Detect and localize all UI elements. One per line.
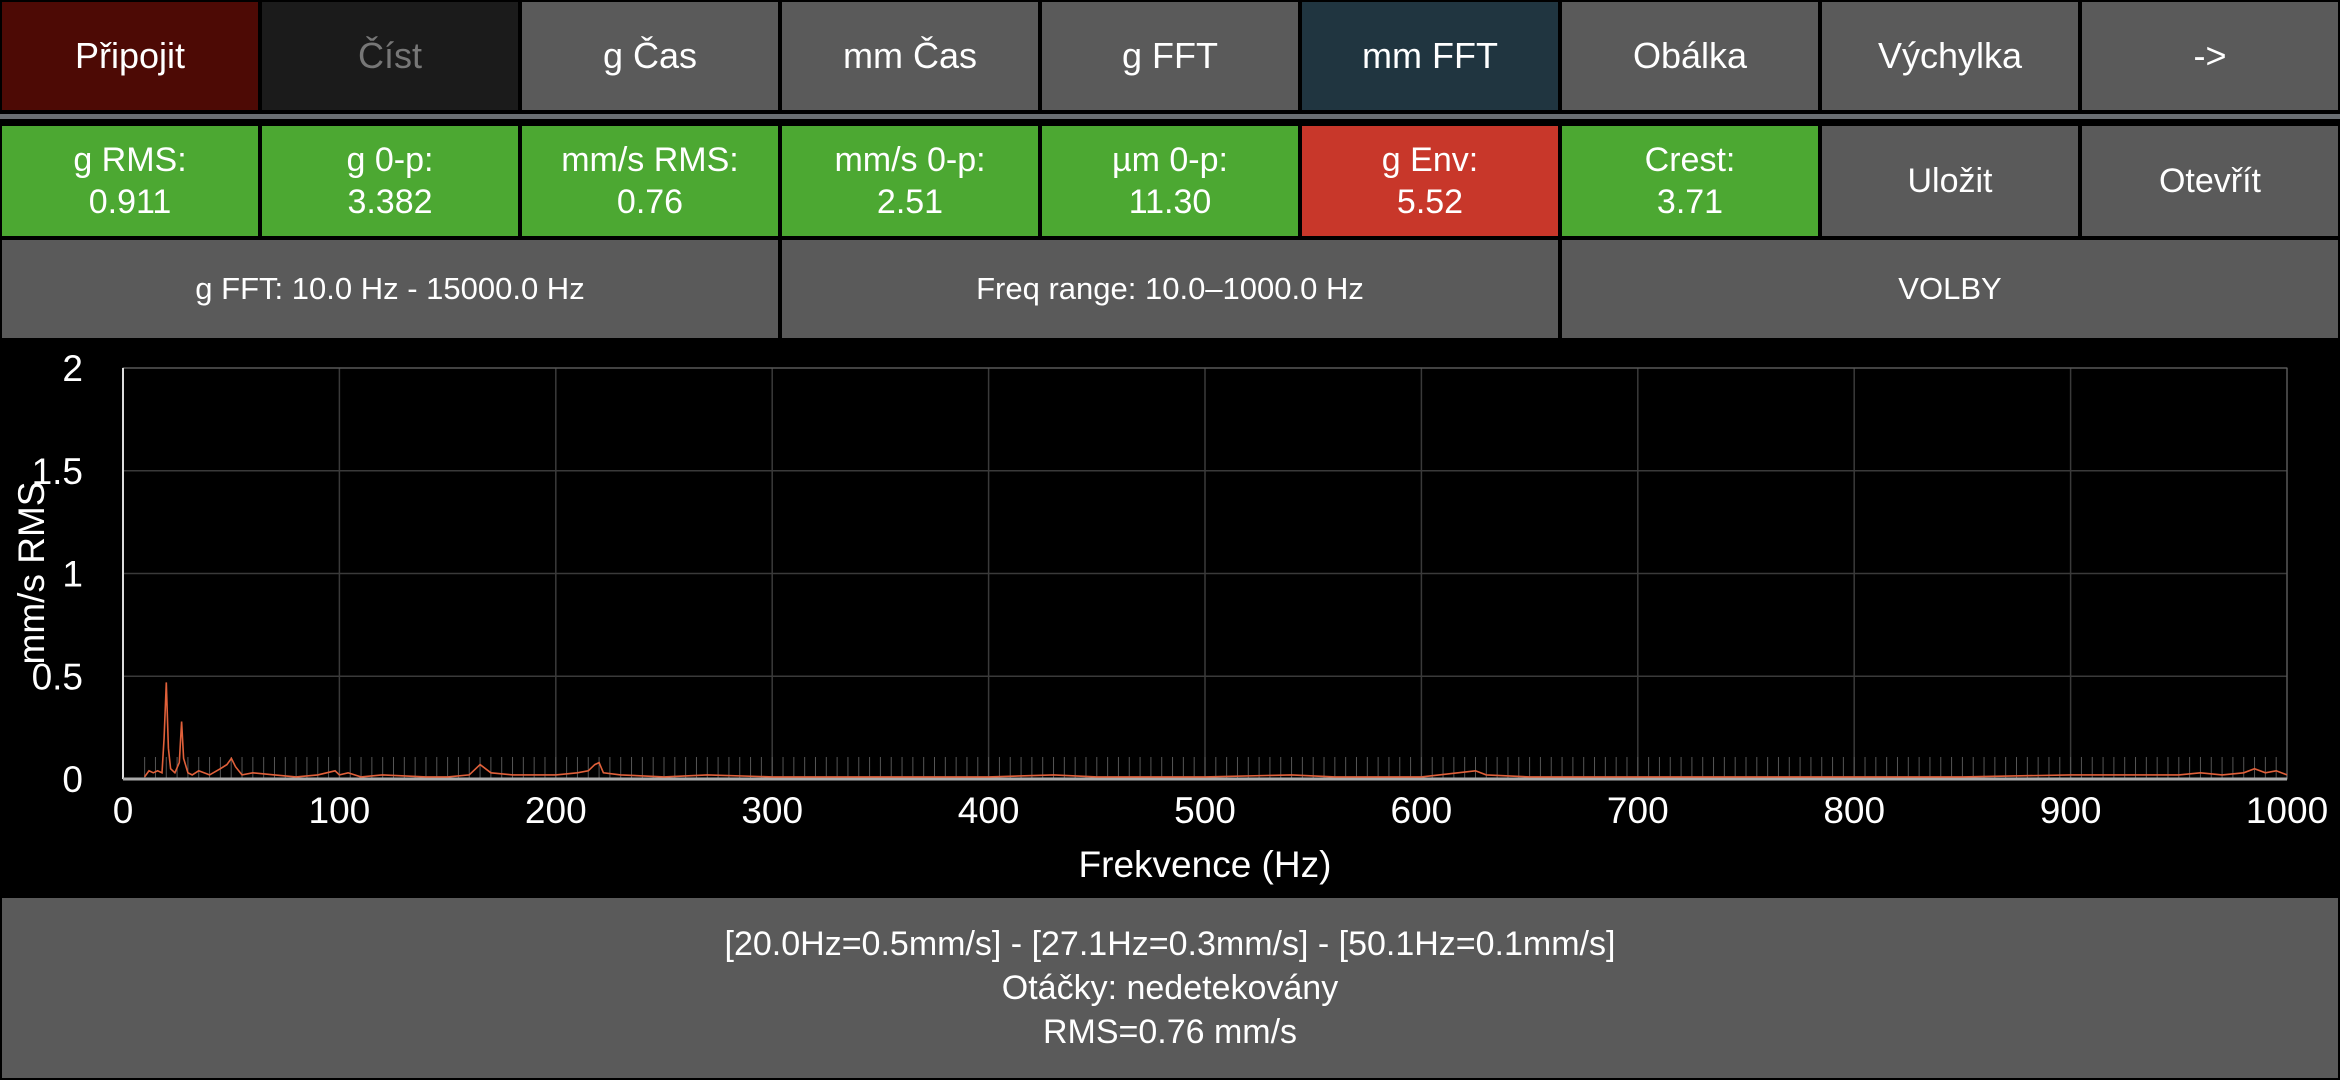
save-button[interactable]: Uložit: [1820, 124, 2080, 238]
x-tick-label: 1000: [2246, 790, 2328, 831]
g-fft-range-button[interactable]: g FFT: 10.0 Hz - 15000.0 Hz: [0, 238, 780, 340]
x-tick-labels: 0 100 200 300 400 500 600 700 800 900 1000: [113, 790, 2328, 831]
metrics-row: g RMS: 0.911 g 0-p: 3.382 mm/s RMS: 0.76 mm…: [0, 124, 2340, 238]
next-button[interactable]: ->: [2080, 0, 2340, 112]
x-tick-label: 200: [525, 790, 587, 831]
divider: [0, 114, 2340, 119]
metric-value: 3.382: [347, 183, 433, 221]
y-tick-label: 2: [62, 348, 83, 389]
rpm-status: Otáčky: nedetekovány: [1001, 969, 1339, 1007]
y-tick-labels: 0 0.5 1 1.5 2: [32, 348, 83, 800]
metric-um-0p: µm 0-p: 11.30: [1040, 124, 1300, 238]
rms-value: RMS=0.76 mm/s: [1042, 1013, 1298, 1051]
options-button[interactable]: VOLBY: [1560, 238, 2340, 340]
metric-mms-rms: mm/s RMS: 0.76: [520, 124, 780, 238]
x-tick-label: 700: [1607, 790, 1669, 831]
metric-value: 0.911: [88, 183, 172, 221]
tab-displacement[interactable]: Výchylka: [1820, 0, 2080, 112]
x-tick-label: 0: [113, 790, 134, 831]
fft-chart: 0 100 200 300 400 500 600 700 800 900 1000 0 0.5 1 1.…: [11, 348, 2328, 885]
top-navigation: Připojit Číst g Čas mm Čas g FFT mm FFT …: [0, 0, 2340, 112]
freq-range-button[interactable]: Freq range: 10.0–1000.0 Hz: [780, 238, 1560, 340]
metric-label: g RMS:: [73, 141, 187, 179]
metric-g-rms: g RMS: 0.911: [0, 124, 260, 238]
metric-label: µm 0-p:: [1112, 141, 1228, 179]
metric-crest: Crest: 3.71: [1560, 124, 1820, 238]
tab-g-fft[interactable]: g FFT: [1040, 0, 1300, 112]
y-tick-label: 1: [62, 554, 83, 595]
summary-panel: [20.0Hz=0.5mm/s] - [27.1Hz=0.3mm/s] - [5…: [0, 896, 2340, 1080]
y-axis-label: mm/s RMS: [11, 482, 52, 665]
y-tick-label: 0: [62, 759, 83, 800]
y-tick-label: 1.5: [32, 451, 83, 492]
x-tick-label: 600: [1391, 790, 1453, 831]
x-tick-label: 800: [1823, 790, 1885, 831]
tab-envelope[interactable]: Obálka: [1560, 0, 1820, 112]
connect-button[interactable]: Připojit: [0, 0, 260, 112]
metric-g-0p: g 0-p: 3.382: [260, 124, 520, 238]
metric-label: mm/s RMS:: [561, 141, 739, 179]
x-axis-label: Frekvence (Hz): [1079, 844, 1332, 885]
read-button[interactable]: Číst: [260, 0, 520, 112]
open-button[interactable]: Otevřít: [2080, 124, 2340, 238]
tab-g-time[interactable]: g Čas: [520, 0, 780, 112]
x-tick-label: 500: [1174, 790, 1236, 831]
info-row: g FFT: 10.0 Hz - 15000.0 Hz Freq range: …: [0, 238, 2340, 340]
metric-value: 11.30: [1128, 183, 1212, 221]
peak-list: [20.0Hz=0.5mm/s] - [27.1Hz=0.3mm/s] - [5…: [724, 925, 1616, 963]
metric-label: Crest:: [1644, 141, 1736, 179]
grid: [122, 367, 2288, 780]
metric-value: 2.51: [876, 183, 944, 221]
y-tick-label: 0.5: [32, 656, 83, 697]
x-tick-label: 900: [2040, 790, 2102, 831]
x-tick-label: 400: [958, 790, 1020, 831]
x-tick-label: 300: [741, 790, 803, 831]
metric-label: mm/s 0-p:: [834, 141, 986, 179]
spectrum-line: [143, 682, 2288, 778]
metric-label: g 0-p:: [346, 141, 434, 179]
metric-g-env: g Env: 5.52: [1300, 124, 1560, 238]
metric-value: 5.52: [1396, 183, 1464, 221]
x-tick-label: 100: [309, 790, 371, 831]
metric-mms-0p: mm/s 0-p: 2.51: [780, 124, 1040, 238]
metric-value: 3.71: [1656, 183, 1724, 221]
tab-mm-time[interactable]: mm Čas: [780, 0, 1040, 112]
tab-mm-fft[interactable]: mm FFT: [1300, 0, 1560, 112]
metric-value: 0.76: [616, 183, 684, 221]
metric-label: g Env:: [1381, 141, 1479, 179]
